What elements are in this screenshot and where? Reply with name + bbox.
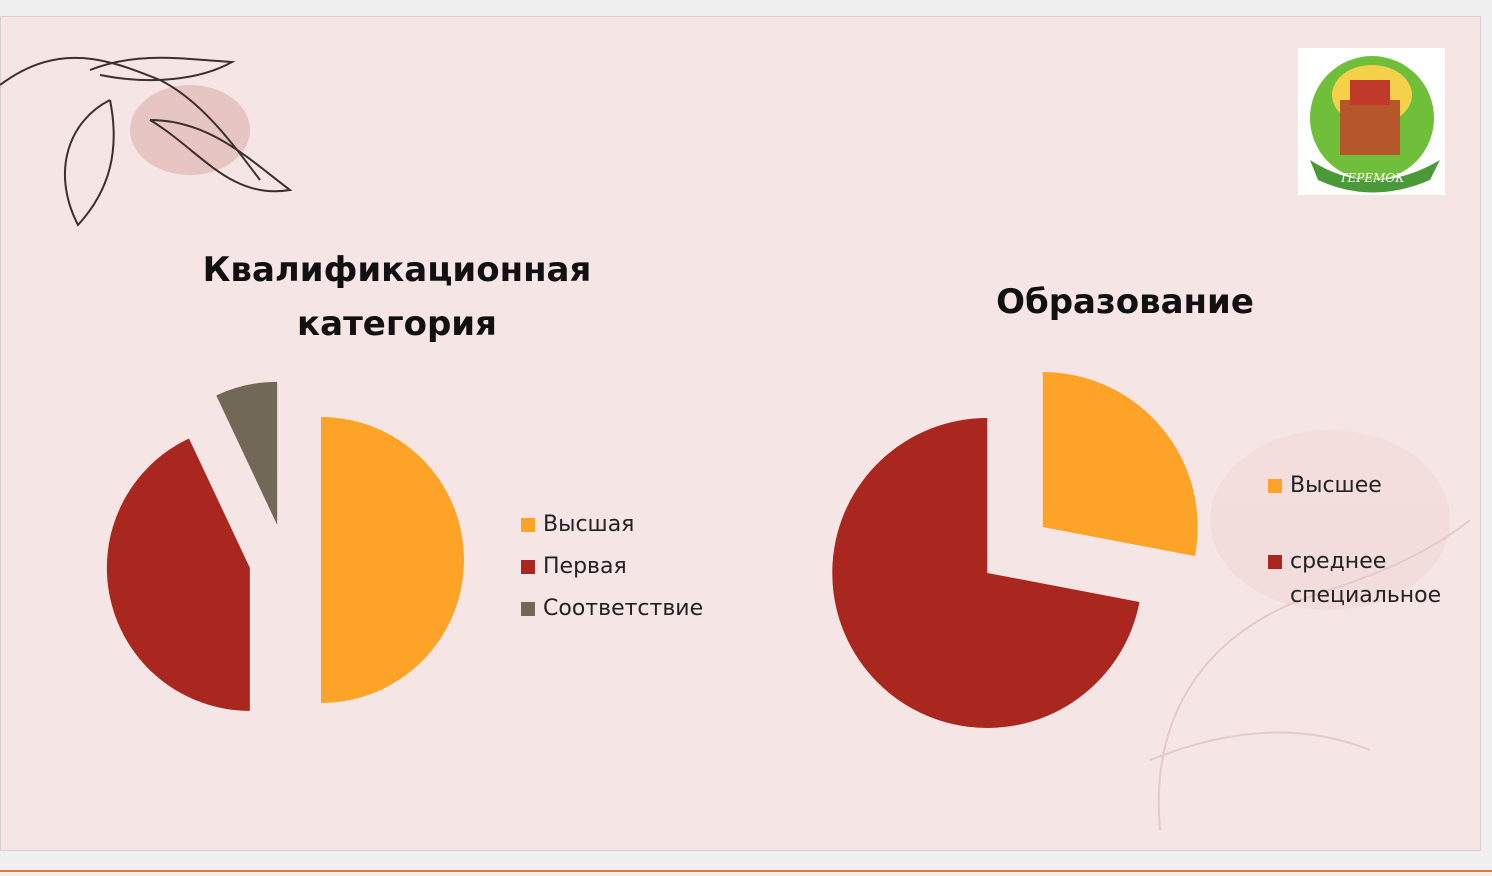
legend-swatch [521,560,535,574]
pie-slice [832,417,1140,728]
pie-slice [216,381,278,525]
legend-entry: Высшее [1268,469,1460,503]
leaf-decoration [0,56,293,227]
legend-label: Первая [543,554,627,579]
chart-title: Квалификационная категория [202,250,592,344]
logo-text: ТЕРЕМОК [1339,171,1405,185]
chart-title: Образование [996,282,1254,322]
legend-swatch [1268,555,1282,569]
logo: ТЕРЕМОК [1298,48,1445,195]
legend-entry: Первая [521,550,763,584]
legend-label: Высшая [543,512,635,537]
legend-label: среднее специальное [1290,549,1442,608]
pie-slice [321,417,464,703]
status-line [0,870,1492,872]
legend-entry: Высшая [521,508,763,542]
legend-label: Соответствие [543,596,704,621]
legend-swatch [1268,479,1282,493]
legend-label: Высшее [1290,473,1382,498]
legend-swatch [521,602,535,616]
legend-entry: среднее специальное [1268,545,1460,613]
legend-swatch [521,518,535,532]
pie-slice [1042,372,1198,557]
pie-slice [106,438,250,711]
legend-entry: Соответствие [521,592,763,626]
